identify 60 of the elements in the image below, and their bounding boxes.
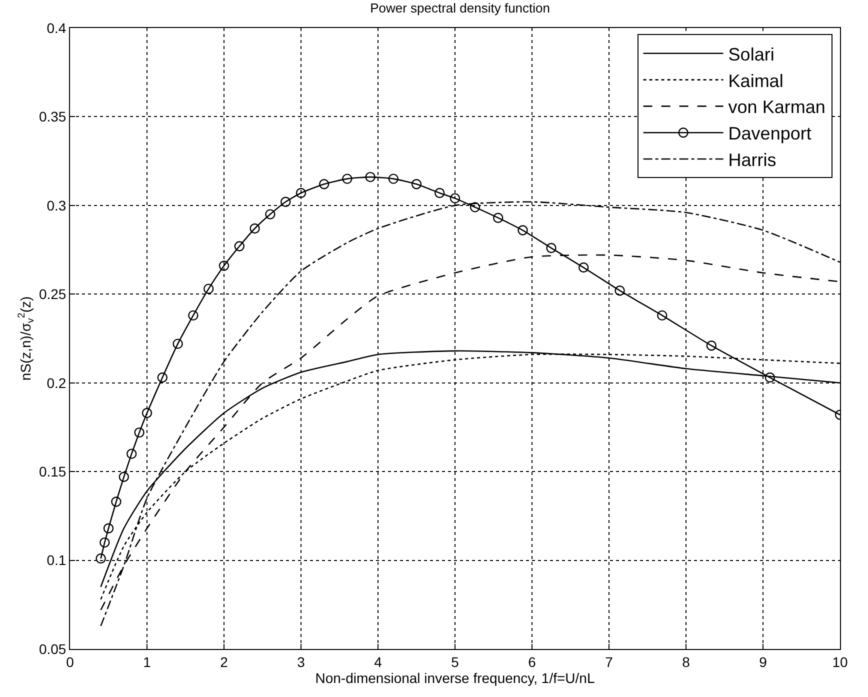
point <box>204 284 214 294</box>
point <box>100 537 110 548</box>
legend-label: von Karman <box>728 97 826 118</box>
point <box>250 223 260 234</box>
x-tick-label: 9 <box>759 654 768 670</box>
point <box>319 179 330 190</box>
x-tick-label: 1 <box>143 654 152 670</box>
x-tick-label: 10 <box>832 654 848 670</box>
legend-label: Solari <box>728 44 774 64</box>
x-tick-label: 5 <box>451 654 460 670</box>
point <box>518 225 528 236</box>
x-tick-label: 2 <box>220 654 228 670</box>
point <box>342 174 352 184</box>
point <box>578 262 589 273</box>
legend-label: Kaimal <box>728 70 784 91</box>
point <box>546 242 556 254</box>
point <box>172 338 183 349</box>
x-axis-title: Non-dimensional inverse frequency, 1/f=U/nL <box>315 670 595 686</box>
point <box>493 212 504 223</box>
x-tick-label: 4 <box>374 654 382 670</box>
point <box>234 241 244 252</box>
legend-label: Harris <box>728 150 776 170</box>
point <box>157 372 168 383</box>
y-tick-label: 0.05 <box>38 640 66 657</box>
point <box>280 196 291 207</box>
point <box>142 408 152 418</box>
y-tick-label: 0.35 <box>38 108 66 125</box>
point <box>434 188 445 198</box>
point <box>188 310 198 321</box>
point <box>388 174 398 184</box>
point <box>126 448 137 459</box>
point <box>296 188 306 198</box>
point <box>111 496 122 507</box>
point <box>103 523 114 534</box>
point <box>411 179 422 190</box>
y-tick-label: 0.3 <box>46 197 66 214</box>
y-tick-label: 0.2 <box>46 374 66 391</box>
point <box>218 260 230 271</box>
y-tick-label: 0.4 <box>46 20 66 36</box>
chart-title: Power spectral density function <box>370 0 550 16</box>
point <box>657 310 668 321</box>
point <box>118 472 129 482</box>
point <box>96 553 106 564</box>
point <box>706 340 717 351</box>
x-tick-label: 8 <box>682 654 690 670</box>
point <box>450 193 460 204</box>
y-tick-label: 0.25 <box>38 286 66 302</box>
x-tick-label: 6 <box>528 654 536 670</box>
legend-label: Davenport <box>728 124 812 144</box>
x-tick-label: 3 <box>297 654 306 670</box>
point <box>134 427 144 438</box>
point <box>265 209 276 220</box>
y-tick-label: 0.15 <box>38 463 66 480</box>
y-tick-label: 0.1 <box>46 552 66 568</box>
point <box>365 172 376 182</box>
point <box>614 285 625 296</box>
x-tick-label: 7 <box>605 654 614 670</box>
x-tick-label: 0 <box>66 654 74 670</box>
point <box>764 372 776 383</box>
point <box>470 202 480 212</box>
